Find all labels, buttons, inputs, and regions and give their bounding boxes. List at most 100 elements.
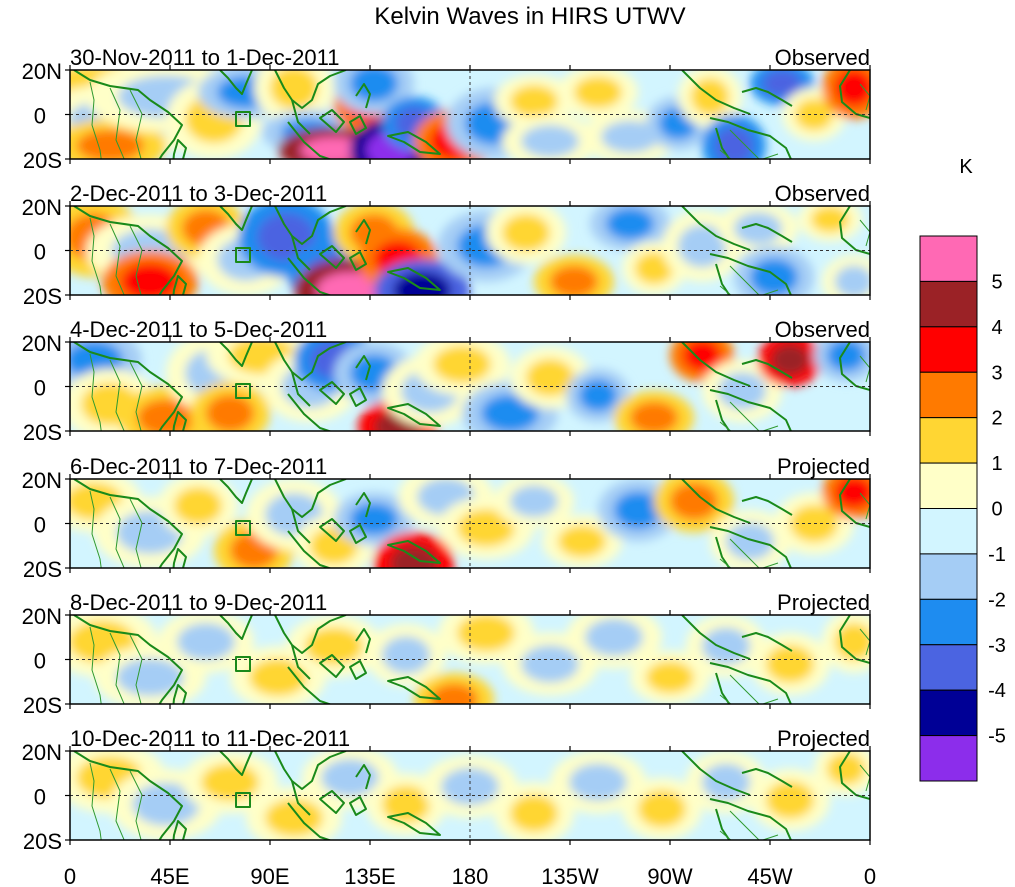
latitude-label: 20N: [22, 331, 62, 356]
anomaly-core: [177, 623, 235, 661]
latitude-label: 0: [34, 240, 46, 265]
colorbar-level-label: -5: [988, 726, 1006, 748]
anomaly-core: [550, 265, 598, 295]
anomaly-core: [770, 343, 810, 376]
anomaly-core: [810, 206, 850, 233]
anomaly-core: [614, 491, 662, 529]
longitude-label: 90W: [647, 864, 692, 887]
latitude-label: 20S: [23, 557, 62, 582]
anomaly-core: [116, 658, 184, 696]
anomaly-core: [137, 398, 195, 431]
panel: 20N 0 20S 8-Dec-2011 to 9-Dec-2011 Projected: [22, 590, 871, 718]
anomaly-core: [481, 394, 539, 431]
latitude-label: 20N: [22, 195, 62, 220]
latitude-label: 20N: [22, 740, 62, 765]
colorbar-swatch: [919, 280, 978, 328]
anomaly-core: [521, 645, 579, 683]
colorbar-swatch: [919, 235, 978, 282]
anomaly-core: [826, 752, 866, 785]
latitude-label: 0: [34, 785, 46, 810]
longitude-label: 45E: [150, 864, 189, 887]
anomaly-core: [638, 790, 686, 828]
colorbar-swatch: [919, 326, 978, 373]
anomaly-core: [433, 345, 491, 383]
anomaly-core: [601, 120, 659, 153]
anomaly-core: [249, 658, 307, 696]
latitude-label: 20S: [23, 829, 62, 854]
panel-date-range: 8-Dec-2011 to 9-Dec-2011: [70, 590, 327, 615]
latitude-label: 20S: [23, 693, 62, 718]
longitude-label: 0: [64, 864, 76, 887]
colorbar-level-label: 3: [991, 362, 1002, 384]
anomaly-core: [76, 129, 144, 159]
anomaly-core: [826, 342, 866, 372]
anomaly-core: [766, 645, 814, 683]
colorbar-swatch: [919, 371, 978, 419]
anomaly-core: [569, 763, 627, 801]
anomaly-core: [382, 636, 430, 674]
longitude-label: 45W: [747, 864, 792, 887]
anomaly-core: [132, 783, 200, 826]
latitude-label: 0: [34, 513, 46, 538]
panel: 20N 0 20S 4-Dec-2011 to 5-Dec-2011 Observed: [22, 317, 871, 445]
longitude-label: 90E: [250, 864, 289, 887]
anomaly-core: [206, 394, 254, 431]
anomaly-core: [558, 525, 606, 558]
longitude-label: 135E: [344, 864, 395, 887]
panel-data-kind: Projected: [777, 590, 870, 615]
colorbar-level-label: 2: [991, 408, 1002, 430]
panel-date-range: 6-Dec-2011 to 7-Dec-2011: [70, 454, 327, 479]
anomaly-core: [750, 258, 798, 295]
longitude-label: 0: [864, 864, 876, 887]
colorbar-level-label: 1: [991, 453, 1002, 475]
panel: 20N 0 20S 30-Nov-2011 to 1-Dec-2011 Observed: [22, 45, 871, 173]
anomaly-core: [834, 265, 870, 295]
colorbar-level-label: -3: [988, 635, 1006, 657]
panel: 20N 0 20S 10-Dec-2011 to 11-Dec-2011 Project…: [22, 726, 871, 854]
colorbar-swatch: [919, 462, 978, 510]
anomaly-core: [321, 759, 379, 797]
panel-data-kind: Observed: [775, 45, 870, 70]
latitude-label: 20S: [23, 420, 62, 445]
colorbar-level-label: 0: [991, 499, 1002, 521]
longitude-label: 135W: [541, 864, 599, 887]
latitude-label: 0: [34, 104, 46, 129]
anomaly-core: [834, 479, 870, 509]
anomaly-core: [726, 522, 774, 560]
colorbar-swatch: [919, 644, 978, 691]
anomaly-core: [634, 252, 674, 285]
figure-title: Kelvin Waves in HIRS UTWV: [374, 3, 685, 30]
panel-date-range: 30-Nov-2011 to 1-Dec-2011: [70, 45, 339, 70]
anomaly-core: [502, 214, 550, 252]
colorbar-level-label: -4: [988, 680, 1006, 702]
anomaly-core: [257, 213, 315, 262]
anomaly-field: [70, 206, 870, 295]
panel-data-kind: Observed: [775, 317, 870, 342]
anomaly-core: [574, 76, 622, 109]
colorbar-swatch: [919, 417, 978, 464]
colorbar-unit: K: [959, 156, 973, 178]
latitude-label: 20N: [22, 59, 62, 84]
colorbar-swatch: [919, 508, 978, 555]
anomaly-core: [350, 503, 398, 536]
latitude-label: 20N: [22, 604, 62, 629]
panel-date-range: 2-Dec-2011 to 3-Dec-2011: [70, 181, 327, 206]
colorbar-swatch: [919, 689, 978, 737]
panel-data-kind: Projected: [777, 454, 870, 479]
anomaly-core: [766, 781, 814, 819]
anomaly-core: [606, 207, 654, 240]
anomaly-core: [510, 485, 558, 518]
anomaly-field: [70, 70, 870, 159]
latitude-label: 20S: [23, 148, 62, 173]
anomaly-core: [430, 683, 478, 704]
colorbar: K 5 4 3 2 1 0 -1 -2 -3 -4 -5: [919, 156, 1006, 782]
anomaly-core: [510, 85, 558, 118]
anomaly-core: [585, 618, 643, 656]
anomaly-core: [510, 794, 558, 832]
colorbar-level-label: 4: [991, 317, 1002, 339]
anomaly-core: [305, 627, 363, 665]
colorbar-swatch: [919, 553, 978, 600]
anomaly-core: [521, 125, 579, 158]
anomaly-core: [834, 623, 870, 661]
